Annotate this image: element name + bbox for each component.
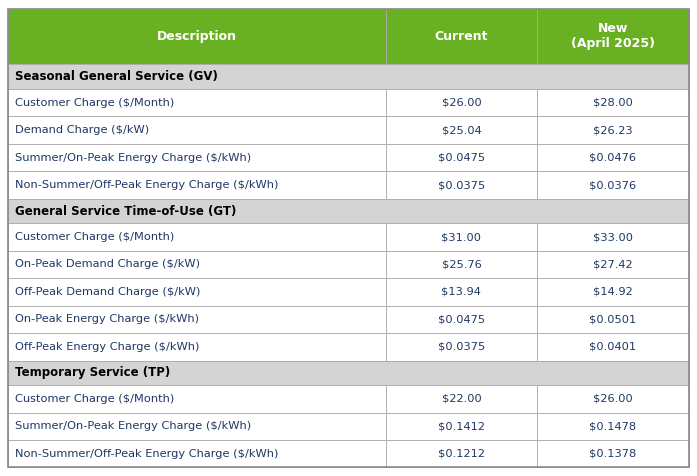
Text: $31.00: $31.00 (441, 232, 482, 242)
Text: Temporary Service (TP): Temporary Service (TP) (15, 367, 171, 379)
Bar (8, 413, 386, 440)
Text: $0.1478: $0.1478 (589, 421, 636, 431)
Text: $0.0475: $0.0475 (438, 153, 485, 163)
Bar (386, 144, 537, 171)
Text: $26.00: $26.00 (442, 98, 482, 108)
Bar (8, 199, 689, 223)
Bar (8, 251, 386, 278)
Bar (386, 251, 537, 278)
Text: On-Peak Demand Charge ($/kW): On-Peak Demand Charge ($/kW) (15, 259, 200, 269)
Text: Customer Charge ($/Month): Customer Charge ($/Month) (15, 98, 174, 108)
Bar (537, 278, 689, 306)
Text: Description: Description (157, 30, 237, 43)
Bar (386, 333, 537, 360)
Text: Non-Summer/Off-Peak Energy Charge ($/kWh): Non-Summer/Off-Peak Energy Charge ($/kWh… (15, 180, 279, 190)
Text: $25.04: $25.04 (442, 125, 482, 135)
Text: $13.94: $13.94 (441, 287, 482, 297)
Bar (537, 9, 689, 64)
Text: Summer/On-Peak Energy Charge ($/kWh): Summer/On-Peak Energy Charge ($/kWh) (15, 153, 252, 163)
Text: On-Peak Energy Charge ($/kWh): On-Peak Energy Charge ($/kWh) (15, 314, 199, 324)
Text: Summer/On-Peak Energy Charge ($/kWh): Summer/On-Peak Energy Charge ($/kWh) (15, 421, 252, 431)
Bar (386, 223, 537, 251)
Bar (537, 223, 689, 251)
Bar (8, 171, 386, 199)
Bar (537, 171, 689, 199)
Bar (386, 278, 537, 306)
Bar (537, 440, 689, 467)
Bar (8, 440, 386, 467)
Text: New
(April 2025): New (April 2025) (571, 22, 654, 50)
Text: $27.42: $27.42 (593, 259, 633, 269)
Bar (8, 89, 386, 117)
Text: $22.00: $22.00 (442, 394, 482, 404)
Text: $0.0376: $0.0376 (589, 180, 636, 190)
Text: Seasonal General Service (GV): Seasonal General Service (GV) (15, 70, 218, 83)
Bar (8, 360, 689, 385)
Bar (8, 144, 386, 171)
Text: $0.0475: $0.0475 (438, 314, 485, 324)
Text: Off-Peak Demand Charge ($/kW): Off-Peak Demand Charge ($/kW) (15, 287, 201, 297)
Bar (537, 306, 689, 333)
Text: Demand Charge ($/kW): Demand Charge ($/kW) (15, 125, 149, 135)
Bar (537, 413, 689, 440)
Bar (537, 144, 689, 171)
Text: Non-Summer/Off-Peak Energy Charge ($/kWh): Non-Summer/Off-Peak Energy Charge ($/kWh… (15, 449, 279, 459)
Bar (386, 385, 537, 413)
Text: $14.92: $14.92 (593, 287, 633, 297)
Text: $0.1378: $0.1378 (589, 449, 636, 459)
Bar (8, 9, 386, 64)
Text: Off-Peak Energy Charge ($/kWh): Off-Peak Energy Charge ($/kWh) (15, 342, 200, 352)
Bar (537, 333, 689, 360)
Bar (386, 9, 537, 64)
Bar (386, 440, 537, 467)
Text: $28.00: $28.00 (593, 98, 633, 108)
Bar (537, 117, 689, 144)
Text: $0.0401: $0.0401 (589, 342, 636, 352)
Text: $0.1212: $0.1212 (438, 449, 485, 459)
Bar (386, 117, 537, 144)
Bar (537, 385, 689, 413)
Bar (386, 413, 537, 440)
Text: Customer Charge ($/Month): Customer Charge ($/Month) (15, 232, 174, 242)
Bar (8, 223, 386, 251)
Bar (386, 171, 537, 199)
Text: $0.0375: $0.0375 (438, 180, 485, 190)
Text: General Service Time-of-Use (GT): General Service Time-of-Use (GT) (15, 205, 237, 218)
Text: $0.1412: $0.1412 (438, 421, 485, 431)
Text: Customer Charge ($/Month): Customer Charge ($/Month) (15, 394, 174, 404)
Text: $25.76: $25.76 (442, 259, 482, 269)
Text: $0.0375: $0.0375 (438, 342, 485, 352)
Bar (8, 278, 386, 306)
Bar (8, 117, 386, 144)
Bar (8, 333, 386, 360)
Bar (8, 64, 689, 89)
Bar (537, 251, 689, 278)
Bar (386, 89, 537, 117)
Bar (8, 306, 386, 333)
Text: $26.00: $26.00 (593, 394, 633, 404)
Text: $33.00: $33.00 (592, 232, 633, 242)
Text: $0.0476: $0.0476 (589, 153, 636, 163)
Text: $26.23: $26.23 (593, 125, 633, 135)
Bar (537, 89, 689, 117)
Text: $0.0501: $0.0501 (589, 314, 636, 324)
Bar (8, 385, 386, 413)
Bar (386, 306, 537, 333)
Text: Current: Current (435, 30, 488, 43)
